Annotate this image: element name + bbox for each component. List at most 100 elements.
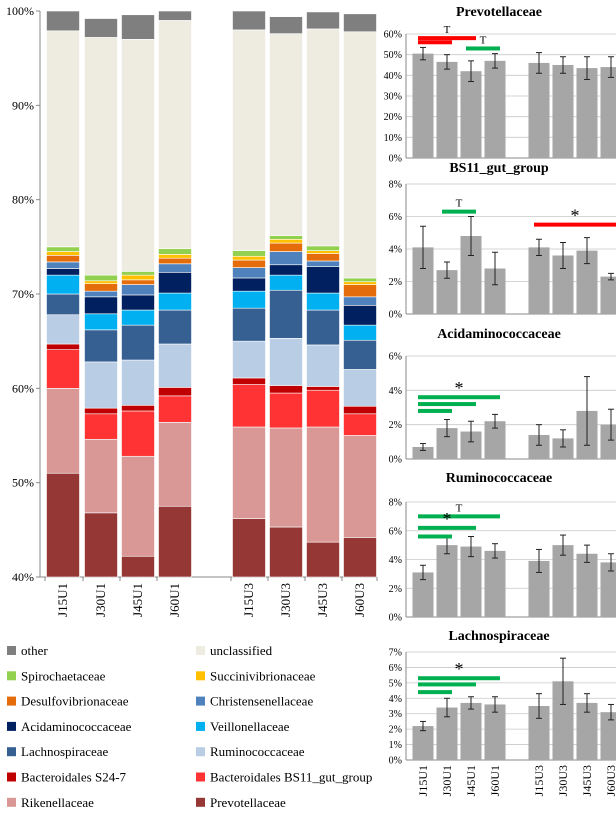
bar-segment-bacteroidales-bs11-gut-group [343,413,377,436]
y-tick-label: 6% [389,526,402,537]
bar-segment-desulfovibrionaceae [232,259,266,268]
bar-segment-ruminococcaceae [343,369,377,407]
significance-label: T [456,198,463,210]
bar-segment-unclassified [306,28,340,247]
bar-segment-succinivibrionaceae [269,238,303,244]
bar [576,250,598,314]
bar [436,428,458,459]
bar [528,62,550,158]
bar-segment-desulfovibrionaceae [306,253,340,262]
bar [528,434,550,459]
bar-segment-other [46,10,80,32]
y-tick-label: 50% [12,476,34,490]
bar-segment-bacteroidales-bs11-gut-group [306,389,340,428]
bar [412,247,434,314]
bar-segment-unclassified [121,38,155,272]
bar-segment-succinivibrionaceae [343,281,377,285]
y-tick-label: 0% [389,756,402,767]
bar-segment-prevotellaceae [46,472,80,578]
x-tick-label: J45U1 [464,765,478,796]
bar-segment-bacteroidales-s24-7 [46,343,80,350]
bar-segment-bacteroidales-s24-7 [232,377,266,385]
bar [460,71,482,158]
bar-segment-christensenellaceae [269,251,303,266]
bar-segment-spirochaetaceae [46,246,80,252]
bar-segment-acidaminococcaceae [121,294,155,311]
y-tick-label: 10% [384,133,402,144]
bar-segment-bacteroidales-bs11-gut-group [46,349,80,389]
x-tick-label: J45U3 [580,765,594,796]
bar-segment-ruminococcaceae [306,344,340,387]
y-tick-label: 40% [384,71,402,82]
legend-swatch-veillonellaceae [196,721,205,731]
y-tick-label: 6% [389,663,402,674]
significance-label: * [443,509,452,529]
y-tick-label: 0% [389,455,402,466]
legend-swatch-succinivibrionaceae [196,671,205,681]
bar [412,572,434,617]
bar-segment-rikenellaceae [121,455,155,557]
bar-segment-other [232,10,266,31]
bar [484,421,506,459]
bar-segment-veillonellaceae [121,309,155,326]
significance-label: T [480,34,487,46]
bar [528,247,550,314]
bar-segment-christensenellaceae [306,260,340,267]
bar-segment-veillonellaceae [232,290,266,309]
x-tick-label: J15U1 [416,765,430,796]
bar-segment-rikenellaceae [158,421,192,507]
bar-segment-christensenellaceae [343,296,377,306]
y-tick-label: 0% [389,154,402,165]
significance-bar [418,408,452,413]
significance-bar [418,534,452,539]
bar [484,60,506,158]
significance-label: * [455,378,464,398]
bar-segment-other [343,13,377,33]
bar-segment-other [121,14,155,40]
bar-segment-lachnospiraceae [121,324,155,361]
bar-segment-lachnospiraceae [232,307,266,342]
x-tick-label: J30U1 [93,583,108,617]
bar [484,268,506,314]
bar-segment-unclassified [158,20,192,250]
y-tick-label: 20% [384,112,402,123]
y-tick-label: 2% [389,277,402,288]
bar-segment-ruminococcaceae [269,338,303,386]
bar-segment-bacteroidales-bs11-gut-group [232,384,266,428]
legend-swatch-rikenellaceae [7,797,16,807]
bar [412,53,434,159]
legend-label: Christensenellaceae [210,694,313,709]
y-tick-label: 0% [389,310,402,321]
bar-segment-rikenellaceae [306,426,340,543]
y-tick-label: 50% [384,50,402,61]
bar-segment-bacteroidales-bs11-gut-group [84,413,118,440]
y-tick-label: 4% [389,694,402,705]
bar [600,67,616,158]
y-tick-label: 3% [389,709,402,720]
bar-segment-prevotellaceae [343,537,377,578]
y-tick-label: 1% [389,740,402,751]
bar [600,712,616,760]
significance-bar [418,514,500,519]
bar [412,446,434,459]
panel-ruminococcaceae: Ruminococcaceae 0% 2% 4% 6% 8% T * [389,471,616,624]
bar-segment-lachnospiraceae [306,309,340,346]
panel-acidaminococcaceae: Acidaminococcaceae 0% 2% 4% 6% * [389,327,616,466]
legend-label: Lachnospiraceae [21,744,109,759]
bar-segment-unclassified [46,30,80,248]
bar-segment-acidaminococcaceae [46,268,80,276]
bar-segment-unclassified [343,31,377,279]
panel-title: Lachnospiraceae [448,629,549,644]
bar [460,546,482,617]
bar-segment-veillonellaceae [343,324,377,341]
significance-bar [442,209,476,214]
y-tick-label: 4% [389,386,402,397]
bar [484,550,506,617]
y-tick-label: 100% [6,4,34,18]
bar-segment-rikenellaceae [46,388,80,474]
bar [576,553,598,617]
bar-segment-bacteroidales-bs11-gut-group [121,410,155,457]
significance-label: * [571,206,580,226]
y-tick-label: 0% [389,613,402,624]
